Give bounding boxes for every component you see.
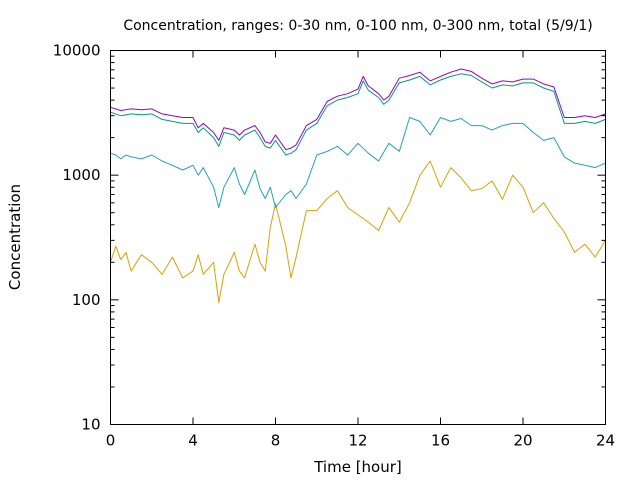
y-tick-label: 10 [81, 416, 100, 434]
x-tick-label: 16 [431, 432, 450, 450]
chart-title: Concentration, ranges: 0-30 nm, 0-100 nm… [123, 18, 592, 34]
series-line-0 [110, 160, 606, 304]
y-tick-label: 100 [72, 291, 101, 309]
x-tick-label: 4 [188, 432, 198, 450]
series-layer [110, 68, 606, 304]
y-tick-label: 1000 [62, 166, 100, 184]
x-tick-label: 20 [513, 432, 532, 450]
tick-layer: 0 4 8 12 16 20 24 10 100 1000 10000 [53, 42, 615, 450]
x-tick-label: 8 [271, 432, 281, 450]
x-axis-label: Time [hour] [313, 458, 402, 476]
plot-frame [110, 50, 606, 425]
series-line-3 [110, 68, 606, 151]
x-tick-label: 0 [106, 432, 116, 450]
x-tick-label: 12 [348, 432, 367, 450]
y-tick-label: 10000 [53, 42, 101, 60]
y-axis-label: Concentration [6, 184, 24, 290]
x-tick-label: 24 [596, 432, 615, 450]
series-line-1 [110, 117, 606, 208]
series-line-2 [110, 73, 606, 156]
